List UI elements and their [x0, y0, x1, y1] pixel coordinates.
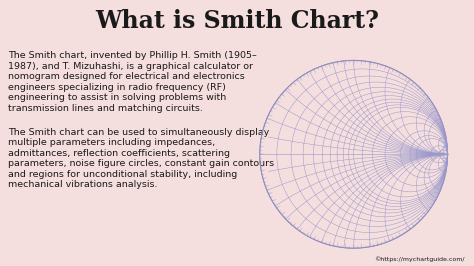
- Text: What is Smith Chart?: What is Smith Chart?: [95, 9, 379, 33]
- Text: engineering to assist in solving problems with: engineering to assist in solving problem…: [8, 93, 226, 102]
- Text: mechanical vibrations analysis.: mechanical vibrations analysis.: [8, 180, 157, 189]
- Text: multiple parameters including impedances,: multiple parameters including impedances…: [8, 138, 215, 147]
- Text: ©https://mychartguide.com/: ©https://mychartguide.com/: [374, 256, 465, 262]
- Text: The Smith chart can be used to simultaneously display: The Smith chart can be used to simultane…: [8, 128, 269, 137]
- Text: engineers specializing in radio frequency (RF): engineers specializing in radio frequenc…: [8, 83, 226, 92]
- Text: The Smith chart, invented by Phillip H. Smith (1905–: The Smith chart, invented by Phillip H. …: [8, 51, 257, 60]
- Text: transmission lines and matching circuits.: transmission lines and matching circuits…: [8, 104, 203, 113]
- Text: admittances, reflection coefficients, scattering: admittances, reflection coefficients, sc…: [8, 149, 230, 158]
- Text: and regions for unconditional stability, including: and regions for unconditional stability,…: [8, 169, 237, 178]
- Text: parameters, noise figure circles, constant gain contours: parameters, noise figure circles, consta…: [8, 159, 274, 168]
- Text: nomogram designed for electrical and electronics: nomogram designed for electrical and ele…: [8, 72, 245, 81]
- Text: 1987), and T. Mizuhashi, is a graphical calculator or: 1987), and T. Mizuhashi, is a graphical …: [8, 61, 253, 70]
